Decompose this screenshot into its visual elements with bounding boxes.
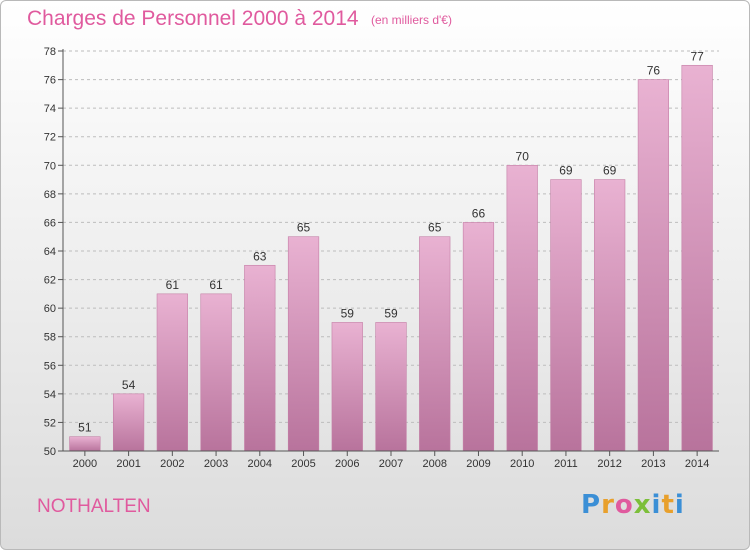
bar-value-label: 69: [603, 164, 617, 178]
y-tick-label: 76: [44, 75, 56, 87]
bar-value-label: 54: [122, 378, 136, 392]
x-tick-label: 2007: [379, 458, 403, 470]
bar-value-label: 66: [472, 206, 486, 220]
y-tick-label: 60: [44, 303, 56, 315]
commune-name: NOTHALTEN: [37, 496, 151, 517]
bar-value-label: 63: [253, 249, 267, 263]
bar-value-label: 51: [78, 421, 92, 435]
y-tick-label: 58: [44, 332, 56, 344]
x-tick-label: 2009: [466, 458, 490, 470]
bar-2007: [375, 322, 407, 452]
y-tick-label: 72: [44, 132, 56, 144]
chart-title: Charges de Personnel 2000 à 2014: [27, 7, 359, 30]
y-tick-label: 66: [44, 217, 56, 229]
bar-2000: [69, 436, 101, 452]
bar-2008: [419, 236, 451, 452]
x-tick-label: 2003: [204, 458, 228, 470]
bars: [69, 64, 713, 452]
x-tick-label: 2011: [554, 458, 578, 470]
bar-value-label: 65: [428, 221, 442, 235]
bar-2002: [156, 293, 188, 452]
labels: 50 52 54 56 58 60 62 64 66 68 70 72 74 76 78 51 2000 54 20…: [44, 46, 710, 470]
logo-letter: r: [601, 490, 615, 520]
bar-2006: [331, 322, 363, 452]
x-tick-label: 2012: [597, 458, 621, 470]
bar-2004: [244, 264, 276, 452]
bar-2012: [594, 179, 626, 452]
bar-2005: [287, 236, 320, 452]
bar-value-label: 61: [209, 278, 223, 292]
bar-value-label: 61: [166, 278, 180, 292]
bar-value-label: 76: [647, 64, 661, 78]
y-tick-label: 62: [44, 275, 56, 287]
bar-value-label: 70: [516, 149, 530, 163]
x-tick-label: 2001: [116, 458, 140, 470]
bar-value-label: 65: [297, 221, 311, 235]
y-tick-label: 70: [44, 160, 56, 172]
chart-unit: (en milliers d'€): [371, 13, 452, 27]
logo-letter: x: [633, 490, 652, 520]
y-tick-label: 56: [44, 360, 56, 372]
proxiti-logo: Proxiti: [581, 490, 685, 520]
x-tick-label: 2005: [291, 458, 315, 470]
logo-letter: i: [674, 490, 685, 520]
x-tick-label: 2013: [641, 458, 665, 470]
y-tick-label: 52: [44, 417, 56, 429]
bar-2010: [506, 164, 538, 452]
logo-letter: o: [614, 490, 634, 520]
logo-letter: P: [581, 490, 602, 520]
axes: [58, 49, 719, 456]
y-tick-label: 54: [44, 389, 56, 401]
logo-letter: i: [651, 490, 662, 520]
x-tick-label: 2002: [160, 458, 184, 470]
bar-2001: [112, 393, 145, 452]
bar-2014: [681, 64, 713, 452]
bar-value-label: 77: [690, 49, 704, 63]
x-tick-label: 2008: [422, 458, 446, 470]
y-tick-label: 68: [44, 189, 56, 201]
bar-value-label: 59: [384, 306, 398, 320]
x-tick-label: 2006: [335, 458, 359, 470]
y-tick-label: 50: [44, 446, 56, 458]
x-tick-label: 2000: [73, 458, 97, 470]
y-tick-label: 74: [44, 103, 56, 115]
bar-2011: [550, 179, 582, 452]
bar-2013: [637, 79, 670, 452]
logo-letter: t: [661, 490, 675, 520]
y-tick-label: 78: [44, 46, 56, 58]
bar-value-label: 69: [559, 164, 573, 178]
x-tick-label: 2014: [685, 458, 709, 470]
bar-2003: [200, 293, 232, 452]
x-tick-label: 2010: [510, 458, 534, 470]
y-tick-label: 64: [44, 246, 56, 258]
x-tick-label: 2004: [248, 458, 272, 470]
bar-2009: [462, 222, 495, 452]
bar-value-label: 59: [341, 306, 355, 320]
